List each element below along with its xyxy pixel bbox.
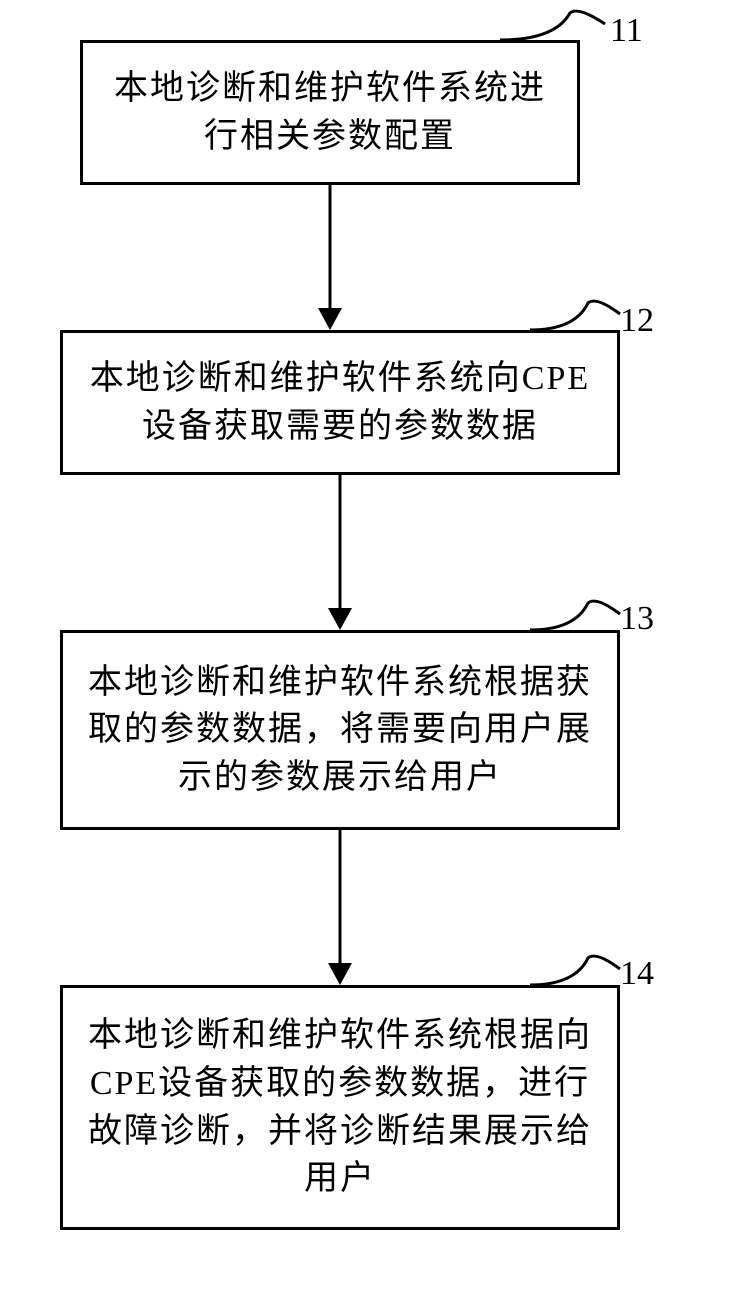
arrow-3-line	[339, 830, 342, 963]
flow-node-3: 本地诊断和维护软件系统根据获取的参数数据，将需要向用户展示的参数展示给用户	[60, 630, 620, 830]
arrow-2-head	[328, 608, 352, 630]
flow-node-3-text: 本地诊断和维护软件系统根据获取的参数数据，将需要向用户展示的参数展示给用户	[81, 659, 599, 802]
flow-node-2: 本地诊断和维护软件系统向CPE设备获取需要的参数数据	[60, 330, 620, 475]
arrow-2-line	[339, 475, 342, 608]
arrow-1-line	[329, 185, 332, 308]
node-label-4: 14	[620, 955, 654, 993]
leader-line-1	[500, 8, 620, 48]
flowchart-container: 本地诊断和维护软件系统进行相关参数配置 11 本地诊断和维护软件系统向CPE设备…	[0, 0, 733, 1307]
node-label-2: 12	[620, 302, 654, 340]
node-label-3: 13	[620, 600, 654, 638]
arrow-3-head	[328, 963, 352, 985]
flow-node-1-text: 本地诊断和维护软件系统进行相关参数配置	[101, 65, 559, 160]
flow-node-1: 本地诊断和维护软件系统进行相关参数配置	[80, 40, 580, 185]
flow-node-4: 本地诊断和维护软件系统根据向CPE设备获取的参数数据，进行故障诊断，并将诊断结果…	[60, 985, 620, 1230]
leader-line-3	[530, 598, 630, 638]
arrow-1-head	[318, 308, 342, 330]
flow-node-2-text: 本地诊断和维护软件系统向CPE设备获取需要的参数数据	[81, 355, 599, 450]
flow-node-4-text: 本地诊断和维护软件系统根据向CPE设备获取的参数数据，进行故障诊断，并将诊断结果…	[81, 1012, 599, 1202]
leader-line-4	[530, 953, 630, 993]
node-label-1: 11	[610, 12, 643, 50]
leader-line-2	[530, 298, 630, 338]
